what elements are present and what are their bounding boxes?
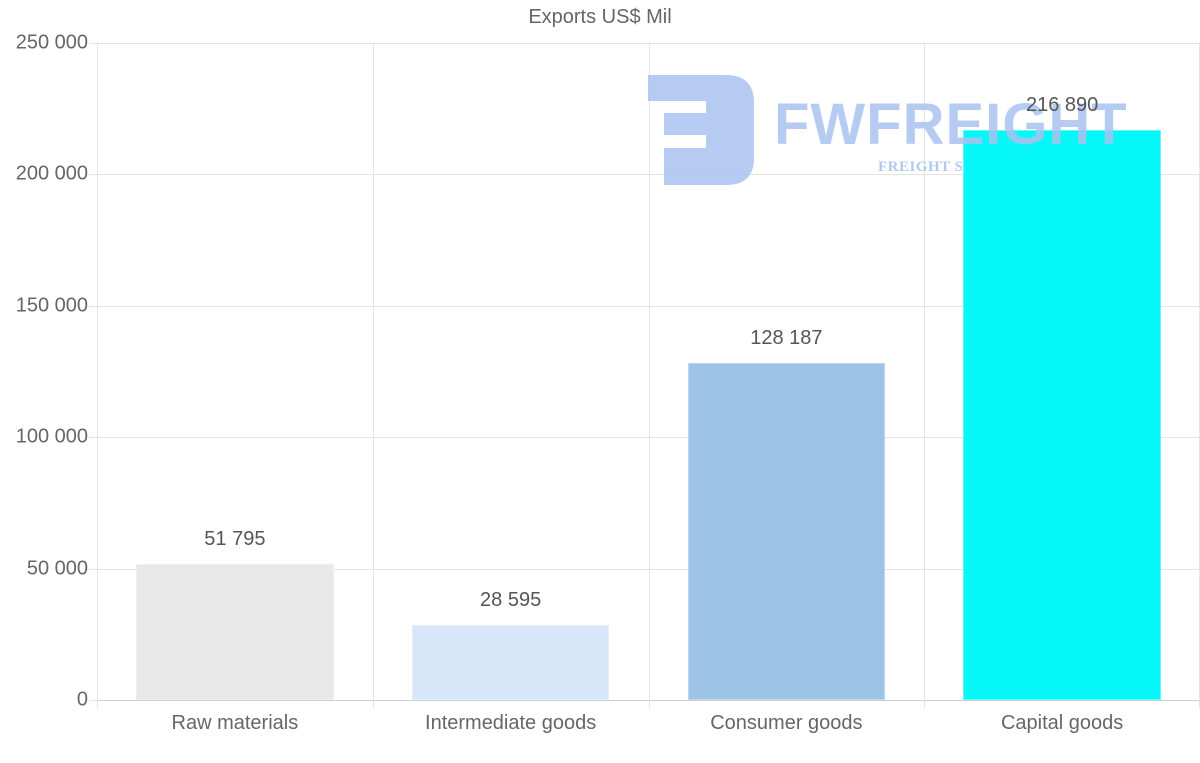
x-axis-label: Consumer goods <box>710 712 863 734</box>
gridline-vertical <box>924 43 926 700</box>
y-tick <box>89 568 97 570</box>
y-axis-label: 150 000 <box>15 294 88 317</box>
y-tick <box>89 174 97 176</box>
y-tick <box>89 437 97 439</box>
y-tick <box>89 700 97 701</box>
bar-raw-materials[interactable] <box>136 563 334 700</box>
bar-value-label: 28 595 <box>480 588 542 611</box>
plot-area <box>89 43 1200 708</box>
x-tick <box>97 700 98 708</box>
bar-intermediate-goods[interactable] <box>411 624 610 700</box>
y-tick <box>89 305 97 307</box>
x-tick <box>924 700 926 708</box>
gridline-vertical <box>372 43 374 700</box>
bar-capital-goods[interactable] <box>963 130 1161 700</box>
y-axis-label: 0 <box>76 688 88 711</box>
y-axis-label: 100 000 <box>15 425 88 448</box>
gridline-vertical <box>97 43 98 700</box>
y-axis-label: 50 000 <box>26 557 88 580</box>
x-axis-label: Raw materials <box>171 712 299 734</box>
x-axis-label: Capital goods <box>1000 712 1124 734</box>
bar-value-label: 51 795 <box>204 527 266 550</box>
bar-consumer-goods[interactable] <box>687 363 886 700</box>
x-tick <box>372 700 374 708</box>
gridline-vertical <box>648 43 650 700</box>
bar-value-label: 216 890 <box>1025 94 1099 116</box>
y-axis-label: 250 000 <box>15 31 88 54</box>
x-axis-label: Intermediate goods <box>425 712 597 734</box>
bar-value-label: 128 187 <box>750 327 823 350</box>
chart-title: Exports US$ Mil <box>528 6 672 28</box>
y-axis-label: 200 000 <box>15 162 88 185</box>
y-tick <box>89 43 97 44</box>
x-tick <box>648 700 650 708</box>
